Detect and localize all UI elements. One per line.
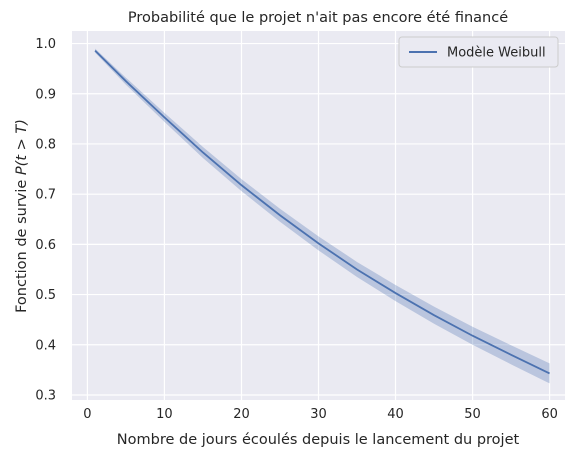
x-axis-ticks: 0 10 20 30 40 50 60 (83, 407, 558, 422)
series-line-layer (94, 49, 550, 375)
x-tick-label: 30 (310, 407, 327, 422)
y-axis-label-math: P(t > T) (14, 119, 30, 175)
y-tick-label: 0.7 (35, 188, 56, 203)
y-axis-label: Fonction de survie P(t > T) (14, 119, 30, 313)
y-tick-label: 1.0 (35, 37, 56, 52)
chart-title: Probabilité que le projet n'ait pas enco… (128, 10, 508, 26)
confidence-band (95, 48, 550, 384)
x-axis-label: Nombre de jours écoulés depuis le lancem… (117, 432, 520, 448)
y-tick-label: 0.3 (35, 388, 56, 403)
y-tick-label: 0.5 (35, 288, 56, 303)
y-tick-label: 0.9 (35, 87, 56, 102)
y-tick-label: 0.8 (35, 137, 56, 152)
x-tick-label: 0 (83, 407, 91, 422)
confidence-band-layer (95, 48, 550, 384)
y-axis-ticks: 0.3 0.4 0.5 0.6 0.7 0.8 0.9 1.0 (35, 37, 56, 403)
y-tick-label: 0.6 (35, 238, 56, 253)
y-tick-label: 0.4 (35, 338, 56, 353)
y-axis-label-prefix: Fonction de survie (14, 175, 30, 313)
legend-label: Modèle Weibull (447, 46, 546, 61)
x-tick-label: 50 (464, 407, 481, 422)
x-tick-label: 10 (156, 407, 173, 422)
legend: Modèle Weibull (398, 36, 559, 68)
x-tick-label: 40 (387, 407, 404, 422)
series-line (94, 49, 550, 375)
legend-box (398, 36, 559, 68)
x-tick-label: 60 (541, 407, 558, 422)
x-tick-label: 20 (233, 407, 250, 422)
